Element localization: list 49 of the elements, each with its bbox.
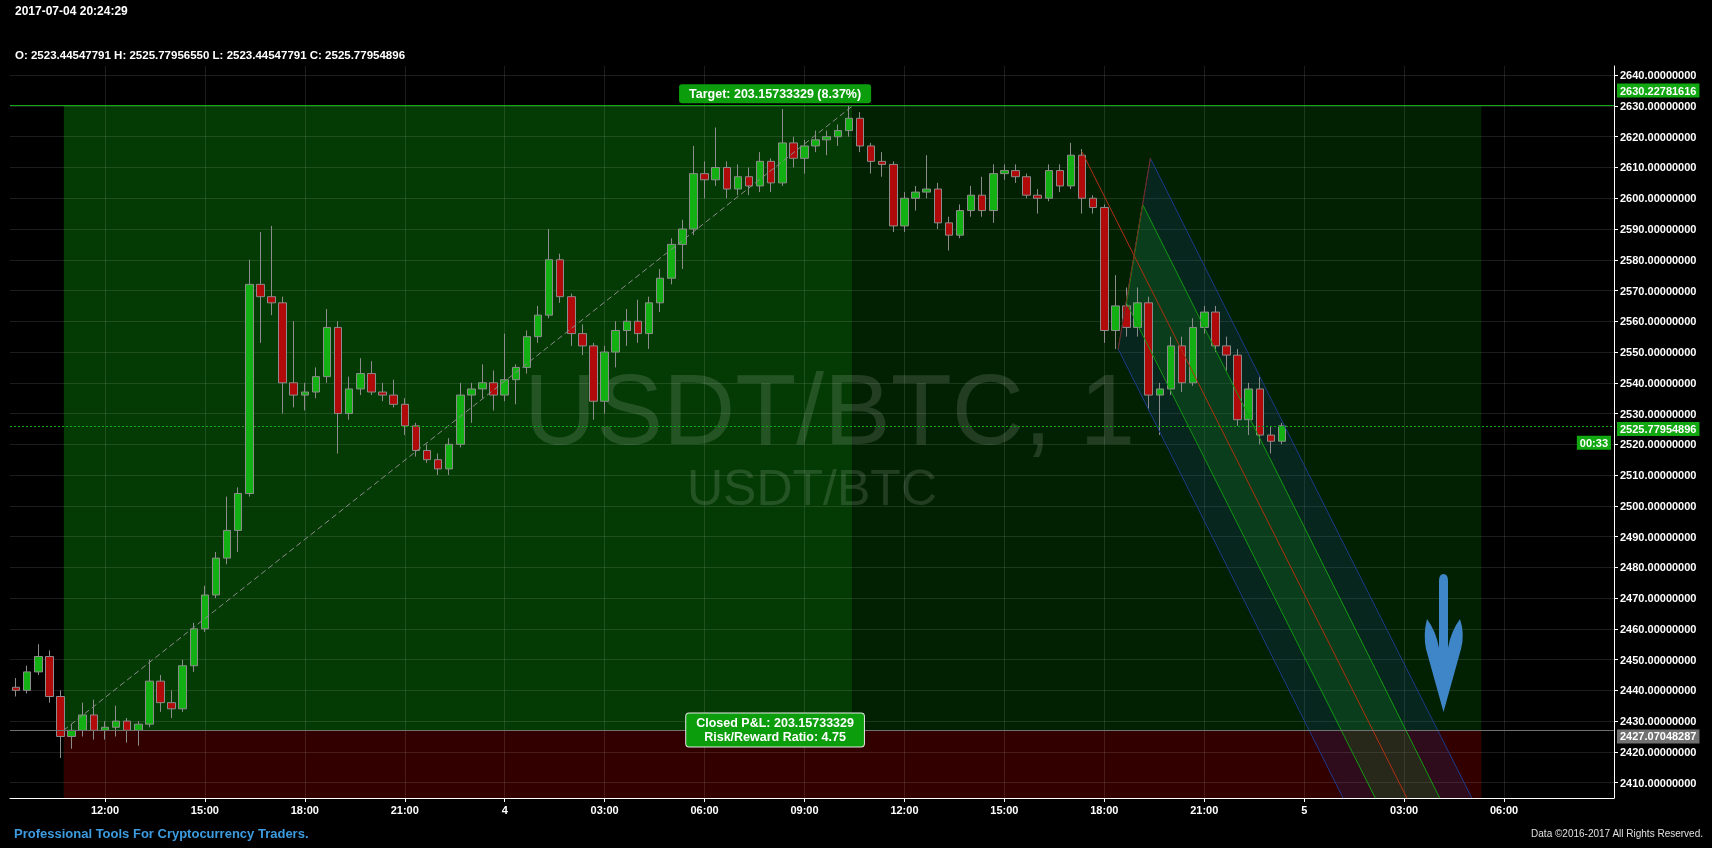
y-tick-label: 2580.00000000 — [1620, 253, 1697, 266]
ref-line-label: 2630.22781616 — [1620, 84, 1697, 97]
x-tick-label: 4 — [501, 803, 509, 816]
y-tick-label: 2410.00000000 — [1620, 776, 1697, 789]
y-tick-label: 2620.00000000 — [1620, 130, 1697, 143]
y-tick-label: 2470.00000000 — [1620, 592, 1697, 605]
y-tick-label: 2420.00000000 — [1620, 745, 1697, 758]
y-tick-label: 2510.00000000 — [1620, 469, 1697, 482]
y-tick-label: 2480.00000000 — [1620, 561, 1697, 574]
y-tick-label: 2440.00000000 — [1620, 684, 1697, 697]
annotation: 00:33 — [1579, 436, 1608, 449]
y-tick-label: 2460.00000000 — [1620, 622, 1697, 635]
x-tick-label: 21:00 — [1190, 803, 1219, 816]
y-tick-label: 2500.00000000 — [1620, 499, 1697, 512]
x-tick-label: 15:00 — [190, 803, 219, 816]
y-tick-label: 2600.00000000 — [1620, 192, 1697, 205]
ref-line-label: 2525.77954896 — [1620, 422, 1697, 435]
x-tick-label: 03:00 — [1390, 803, 1419, 816]
annotation: Target: 203.15733329 (8.37%) — [689, 87, 862, 102]
x-tick-label: 18:00 — [290, 803, 319, 816]
y-tick-label: 2550.00000000 — [1620, 346, 1697, 359]
y-tick-label: 2630.00000000 — [1620, 99, 1697, 112]
y-tick-label: 2430.00000000 — [1620, 715, 1697, 728]
chart-subtitle: O: 2523.44547791 H: 2525.77956550 L: 2523.44547791 C: 2525.77954896 — [15, 49, 406, 61]
x-tick-label: 5 — [1301, 803, 1308, 816]
y-tick-label: 2490.00000000 — [1620, 530, 1697, 543]
y-tick-label: 2520.00000000 — [1620, 438, 1697, 451]
x-tick-label: 21:00 — [390, 803, 419, 816]
chart-title: 2017-07-04 20:24:29 — [15, 4, 129, 18]
x-tick-label: 03:00 — [590, 803, 619, 816]
text: Data ©2016-2017 All Rights Reserved. — [1531, 827, 1703, 839]
y-tick-label: 2640.00000000 — [1620, 69, 1697, 82]
y-tick-label: 2610.00000000 — [1620, 161, 1697, 174]
x-tick-label: 18:00 — [1090, 803, 1119, 816]
y-tick-label: 2590.00000000 — [1620, 223, 1697, 236]
x-tick-label: 09:00 — [790, 803, 819, 816]
y-tick-label: 2530.00000000 — [1620, 407, 1697, 420]
ref-line-label: 2427.07048287 — [1620, 730, 1697, 743]
y-tick-label: 2570.00000000 — [1620, 284, 1697, 297]
y-tick-label: 2450.00000000 — [1620, 653, 1697, 666]
x-tick-label: 06:00 — [690, 803, 719, 816]
x-tick-label: 15:00 — [990, 803, 1019, 816]
x-tick-label: 12:00 — [90, 803, 120, 816]
y-tick-label: 2560.00000000 — [1620, 315, 1697, 328]
y-tick-label: 2540.00000000 — [1620, 376, 1697, 389]
x-tick-label: 06:00 — [1490, 803, 1519, 816]
text: Professional Tools For Cryptocurrency Traders. — [14, 825, 309, 841]
annotation: Closed P&L: 203.15733329 Risk/Reward Ratio: 4.75 — [696, 716, 854, 745]
x-tick-label: 12:00 — [890, 803, 919, 816]
